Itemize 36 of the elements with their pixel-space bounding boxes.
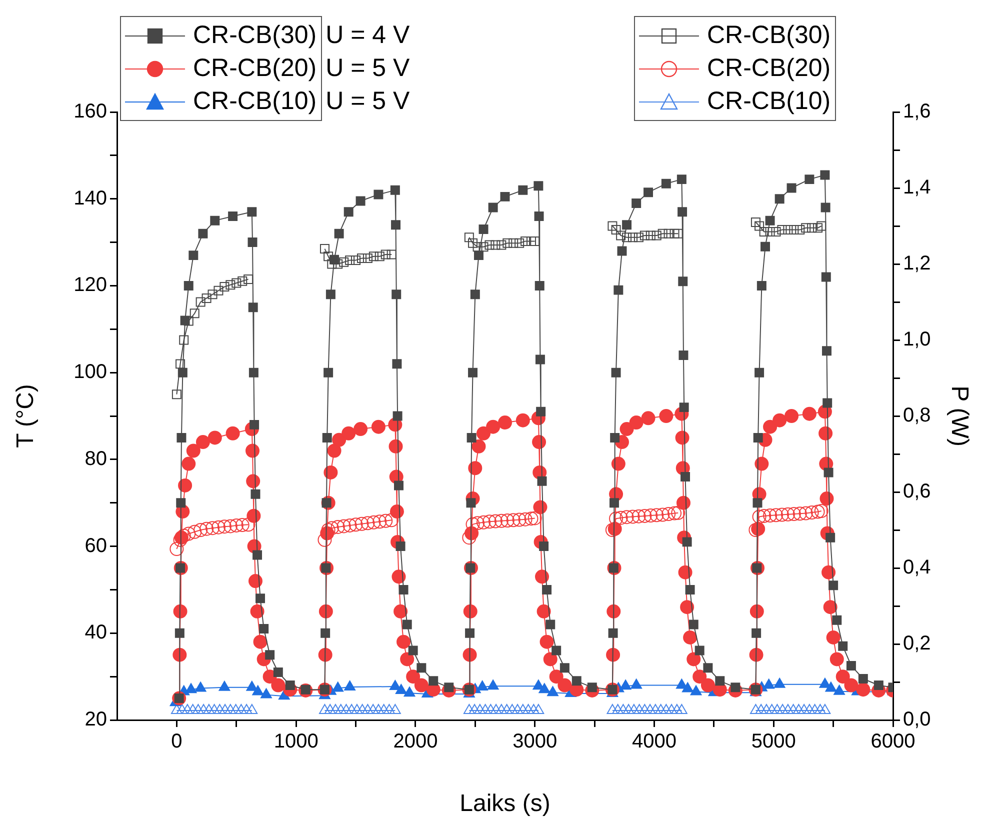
- y2-tick-label: 0,8: [903, 404, 931, 427]
- y-tick-label: 140: [74, 187, 107, 210]
- x-tick-label: 6000: [870, 730, 916, 753]
- x-tick-label: 4000: [632, 730, 676, 753]
- y-tick-label: 20: [84, 708, 107, 731]
- y2-tick-label: 1,0: [903, 328, 931, 351]
- x-axis-title: Laiks (s): [460, 790, 550, 818]
- legend-label: CR-CB(30): [193, 21, 317, 50]
- legend-label: CR-CB(20): [707, 54, 831, 83]
- text: U = 4 V: [326, 20, 410, 51]
- annotation: U = 5 V: [326, 86, 410, 117]
- y-axis-title: T (°C): [12, 384, 40, 448]
- y-tick-label: 100: [74, 361, 107, 384]
- legend-label: CR-CB(20): [193, 54, 317, 83]
- y2-axis-title: P (W): [946, 386, 973, 446]
- y2-tick-label: 0,4: [903, 556, 931, 579]
- y-tick-label: 60: [84, 534, 107, 557]
- y2-tick-label: 0,0: [903, 708, 931, 731]
- x-tick-label: 0: [171, 730, 182, 753]
- legend-label: CR-CB(10): [707, 87, 831, 116]
- y2-tick-label: 1,2: [903, 252, 931, 275]
- y-tick-label: 120: [74, 274, 107, 296]
- legend-label: CR-CB(30): [707, 21, 831, 50]
- y2-tick-label: 1,4: [903, 176, 931, 199]
- y-tick-label: 160: [74, 100, 107, 123]
- legend-label: CR-CB(10): [193, 87, 317, 116]
- y-tick-label: 80: [84, 448, 107, 470]
- x-tick-label: 5000: [751, 730, 796, 753]
- y2-tick-label: 0,2: [903, 632, 931, 655]
- x-tick-label: 2000: [393, 730, 438, 753]
- y-tick-label: 40: [84, 622, 107, 644]
- y2-tick-label: 0,6: [903, 480, 931, 503]
- x-tick-label: 3000: [512, 730, 558, 753]
- x-tick-label: 1000: [274, 730, 318, 753]
- y2-tick-label: 1,6: [903, 100, 931, 123]
- text: U = 5 V: [326, 53, 410, 84]
